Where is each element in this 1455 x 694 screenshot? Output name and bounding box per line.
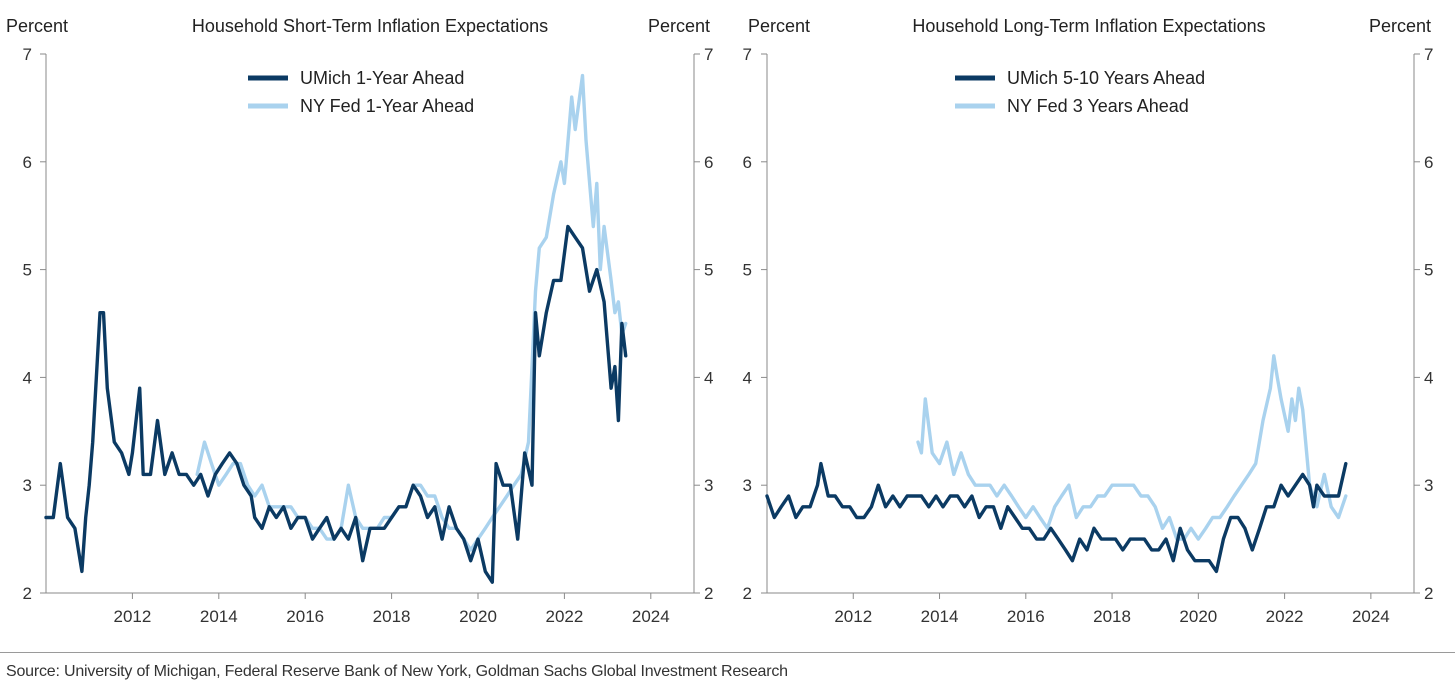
x-tick-label: 2020 [1179,607,1217,626]
y-tick-label-right: 3 [1424,476,1433,495]
y-tick-label-left: 2 [23,584,32,603]
chart-title: Household Long-Term Inflation Expectatio… [912,16,1265,36]
legend-label: UMich 5-10 Years Ahead [1007,68,1205,88]
y-tick-label-right: 6 [704,153,713,172]
right-axis-unit: Percent [648,16,710,36]
legend-label: NY Fed 3 Years Ahead [1007,96,1189,116]
x-tick-label: 2018 [1093,607,1131,626]
y-tick-label-left: 7 [23,45,32,64]
y-tick-label-left: 6 [743,153,752,172]
y-tick-label-left: 5 [743,261,752,280]
left-axis-unit: Percent [748,16,810,36]
y-tick-label-left: 2 [743,584,752,603]
x-tick-label: 2012 [834,607,872,626]
y-tick-label-right: 7 [1424,45,1433,64]
x-tick-label: 2018 [373,607,411,626]
series-line-0 [765,461,1348,574]
series-line-1 [916,354,1348,541]
short-term-chart: Percent Household Short-Term Inflation E… [6,16,713,626]
charts-canvas: Percent Household Short-Term Inflation E… [6,16,1434,626]
y-tick-label-right: 5 [704,261,713,280]
x-tick-label: 2014 [921,607,959,626]
x-tick-label: 2022 [1266,607,1304,626]
y-tick-label-right: 3 [704,476,713,495]
y-tick-label-right: 5 [1424,261,1433,280]
y-tick-label-left: 4 [23,368,32,387]
x-tick-label: 2024 [1352,607,1390,626]
y-tick-label-left: 5 [23,261,32,280]
x-tick-label: 2016 [1007,607,1045,626]
y-tick-label-left: 3 [743,476,752,495]
source-divider [0,652,1455,653]
legend-label: NY Fed 1-Year Ahead [300,96,474,116]
y-tick-label-right: 2 [704,584,713,603]
x-tick-label: 2020 [459,607,497,626]
y-tick-label-left: 4 [743,368,752,387]
y-tick-label-right: 4 [1424,368,1433,387]
y-tick-label-left: 7 [743,45,752,64]
source-note: Source: University of Michigan, Federal … [6,663,788,680]
y-tick-label-left: 6 [23,153,32,172]
x-tick-label: 2016 [286,607,324,626]
x-tick-label: 2024 [632,607,670,626]
y-tick-label-right: 6 [1424,153,1433,172]
long-term-chart: Percent Household Long-Term Inflation Ex… [743,16,1434,626]
series-line-0 [44,224,628,584]
x-tick-label: 2012 [113,607,151,626]
x-tick-label: 2014 [200,607,238,626]
series-line-1 [195,73,628,552]
left-axis-unit: Percent [6,16,68,36]
legend-label: UMich 1-Year Ahead [300,68,464,88]
right-axis-unit: Percent [1369,16,1431,36]
y-tick-label-right: 7 [704,45,713,64]
x-tick-label: 2022 [545,607,583,626]
y-tick-label-right: 2 [1424,584,1433,603]
y-tick-label-right: 4 [704,368,713,387]
chart-title: Household Short-Term Inflation Expectati… [192,16,548,36]
y-tick-label-left: 3 [23,476,32,495]
